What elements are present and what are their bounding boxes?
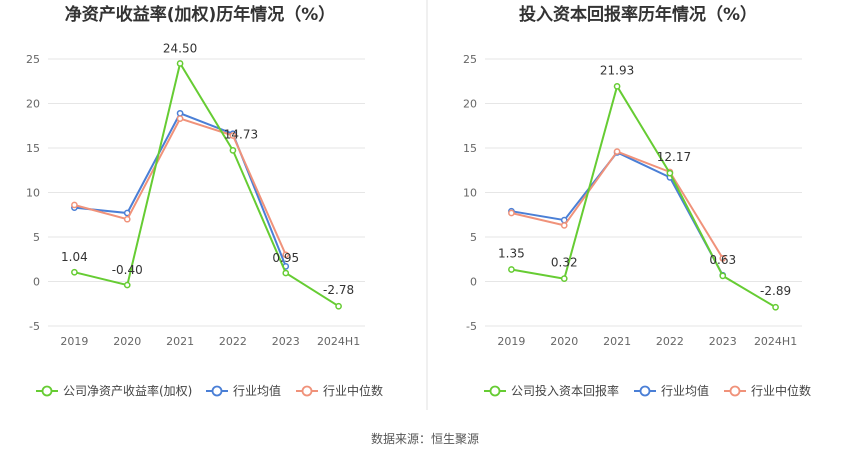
data-point [560, 275, 568, 283]
legend-item[interactable]: 公司净资产收益率(加权) [36, 383, 192, 398]
x-tick-label: 2023 [272, 335, 300, 348]
y-tick-label: 20 [463, 98, 477, 111]
data-label: -0.40 [112, 263, 143, 277]
legend-item[interactable]: 行业中位数 [296, 383, 383, 398]
data-point [123, 215, 131, 223]
legend-item[interactable]: 公司投入资本回报率 [484, 383, 619, 398]
data-label: 0.95 [272, 251, 299, 265]
x-tick-label: 2024H1 [317, 335, 360, 348]
y-tick-label: -5 [466, 320, 477, 333]
data-label: 12.17 [657, 150, 691, 164]
y-tick-label: 25 [463, 53, 477, 66]
data-label: 24.50 [163, 41, 197, 55]
legend-item[interactable]: 行业均值 [206, 383, 281, 398]
y-tick-label: 20 [26, 98, 40, 111]
data-label: -2.78 [323, 283, 354, 297]
legend-marker [41, 385, 53, 397]
data-point [613, 148, 621, 155]
data-point [71, 268, 78, 276]
legend-label: 行业中位数 [751, 383, 811, 398]
data-label: 0.63 [709, 253, 736, 267]
x-tick-label: 2020 [550, 335, 578, 348]
legend-marker [729, 385, 741, 397]
legend-label: 行业中位数 [323, 383, 383, 398]
data-point [282, 251, 290, 259]
y-tick-label: -5 [29, 320, 40, 333]
legend-marker [489, 385, 501, 397]
y-tick-label: 0 [470, 276, 477, 289]
series-line-company [511, 83, 777, 309]
legend-label: 公司净资产收益率(加权) [63, 383, 192, 398]
data-point [176, 60, 184, 67]
data-point [282, 269, 290, 277]
legend-marker [301, 385, 313, 397]
source-note: 数据来源：恒生聚源 [371, 431, 479, 446]
data-point [176, 115, 184, 122]
y-tick-label: 10 [26, 187, 40, 200]
data-point [666, 169, 674, 177]
x-tick-label: 2020 [113, 335, 141, 348]
data-point [508, 266, 515, 273]
series-line-company [74, 60, 340, 308]
x-tick-label: 2023 [709, 335, 737, 348]
y-tick-label: 5 [470, 231, 477, 244]
y-tick-label: 15 [26, 142, 40, 155]
data-point [508, 209, 515, 217]
roic-chart-panel: 投入资本回报率历年情况（%） -5 0 5 10 15 20 25 2019 2020 2021 20… [463, 4, 811, 398]
x-tick-label: 2024H1 [754, 335, 797, 348]
data-label: 0.32 [551, 256, 578, 270]
data-label: -2.89 [760, 284, 791, 298]
data-label: 21.93 [600, 63, 634, 77]
legend-label: 公司投入资本回报率 [511, 383, 619, 398]
legend-marker [639, 385, 651, 397]
data-point [176, 109, 184, 117]
data-point [229, 147, 237, 154]
data-label: 1.35 [498, 246, 525, 260]
x-tick-label: 2019 [60, 335, 88, 348]
data-point [613, 82, 621, 90]
data-label: 14.73 [224, 127, 258, 141]
x-tick-label: 2021 [603, 335, 631, 348]
data-point [560, 222, 568, 229]
chart-title: 投入资本回报率历年情况（%） [519, 4, 757, 25]
data-point [71, 201, 78, 209]
x-tick-label: 2022 [656, 335, 684, 348]
legend-item[interactable]: 行业均值 [634, 383, 709, 398]
y-tick-label: 5 [33, 231, 40, 244]
x-tick-label: 2022 [219, 335, 247, 348]
data-label: 1.04 [61, 250, 88, 264]
x-tick-label: 2021 [166, 335, 194, 348]
series-line-industry-median [511, 150, 724, 259]
y-tick-label: 0 [33, 276, 40, 289]
data-point [719, 255, 727, 262]
legend-label: 行业均值 [661, 383, 709, 398]
y-tick-label: 10 [463, 187, 477, 200]
data-point [229, 132, 237, 139]
legend-label: 行业均值 [233, 383, 281, 398]
legend-item[interactable]: 行业中位数 [724, 383, 811, 398]
x-tick-label: 2019 [497, 335, 525, 348]
data-point [335, 302, 342, 310]
y-tick-label: 15 [463, 142, 477, 155]
y-tick-label: 25 [26, 53, 40, 66]
chart-title: 净资产收益率(加权)历年情况（%） [65, 4, 336, 25]
roe-chart-panel: 净资产收益率(加权)历年情况（%） -5 0 5 10 15 20 25 2019 2020 202… [26, 4, 383, 398]
data-point [719, 272, 727, 280]
data-point [123, 281, 131, 289]
legend-marker [211, 385, 223, 397]
data-point [772, 303, 779, 311]
